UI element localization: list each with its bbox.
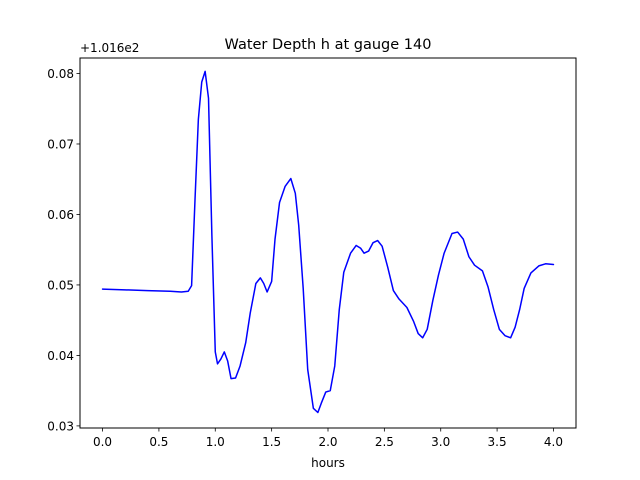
x-tick-label: 0.5 xyxy=(149,435,168,449)
x-axis: 0.0 0.5 1.0 1.5 2.0 2.5 3.0 3.5 4.0 xyxy=(93,428,563,449)
y-axis-offset-label: +1.016e2 xyxy=(80,41,139,55)
y-tick-label: 0.07 xyxy=(47,137,74,151)
y-tick-label: 0.08 xyxy=(47,67,74,81)
plot-area xyxy=(101,70,555,414)
y-tick-label: 0.06 xyxy=(47,208,74,222)
x-axis-label: hours xyxy=(311,456,345,470)
x-tick-label: 0.0 xyxy=(93,435,112,449)
x-tick-label: 2.5 xyxy=(375,435,394,449)
x-tick-label: 3.0 xyxy=(431,435,450,449)
x-tick-label: 3.5 xyxy=(488,435,507,449)
x-tick-label: 4.0 xyxy=(544,435,563,449)
series-line-0 xyxy=(101,70,555,414)
y-axis: 0.03 0.04 0.05 0.06 0.07 0.08 xyxy=(47,67,80,433)
y-tick-label: 0.03 xyxy=(47,419,74,433)
x-tick-label: 1.0 xyxy=(206,435,225,449)
y-tick-label: 0.04 xyxy=(47,349,74,363)
x-tick-label: 1.5 xyxy=(262,435,281,449)
chart-title: Water Depth h at gauge 140 xyxy=(225,37,432,53)
y-tick-label: 0.05 xyxy=(47,278,74,292)
x-tick-label: 2.0 xyxy=(318,435,337,449)
plot-frame xyxy=(79,57,577,429)
